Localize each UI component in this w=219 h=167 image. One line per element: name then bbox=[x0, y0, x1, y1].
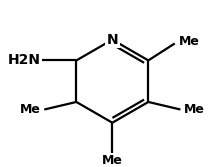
Text: Me: Me bbox=[184, 103, 205, 116]
Text: Me: Me bbox=[102, 154, 123, 167]
Text: H2N: H2N bbox=[7, 53, 41, 67]
Text: N: N bbox=[106, 33, 118, 47]
Text: Me: Me bbox=[178, 35, 200, 48]
Text: Me: Me bbox=[20, 103, 41, 116]
